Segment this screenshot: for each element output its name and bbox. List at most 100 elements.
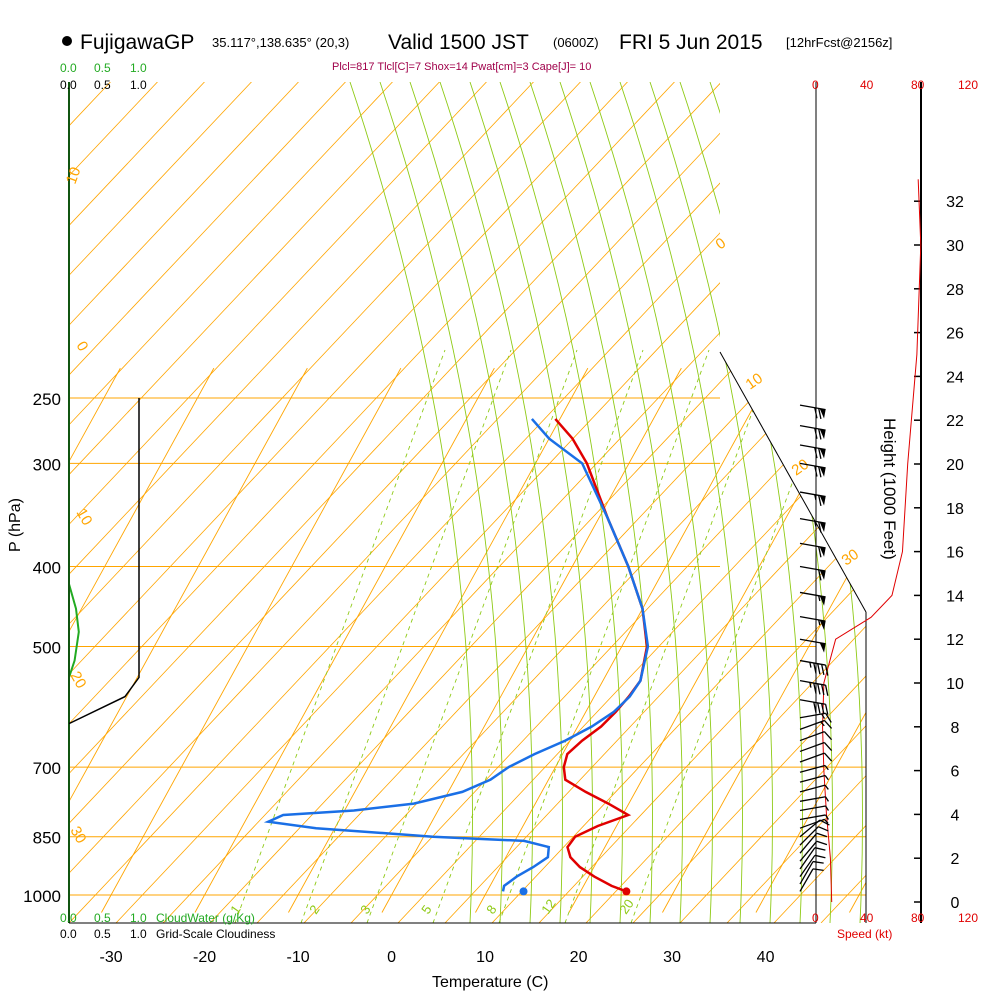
wind-barb-full [812,868,824,872]
wind-barb-staff [799,659,826,666]
wind-barb-full [825,712,832,723]
wind-barb [799,517,826,533]
wind-barb-flag [819,595,826,606]
height-tick-label: 28 [946,282,964,299]
height-tick-label: 18 [946,501,964,518]
wind-panel [799,179,922,903]
wind-barb-staff [799,517,826,524]
wind-barb-full [812,860,824,864]
moist-adiabat-line [469,82,593,923]
cloudiness-top-tick-1: 0.5 [94,78,111,92]
wind-barb-half [825,814,829,820]
cloudwater-tick-0: 0.0 [60,911,77,925]
dry-adiabat-line [69,82,547,923]
moist-adiabat-line [349,82,473,923]
cloudiness-tick-0: 0.0 [60,927,77,941]
cloudiness-tick-1: 0.5 [94,927,111,941]
wind-barb [799,805,829,812]
wind-barb [799,491,826,507]
x-axis-title: Temperature (C) [432,974,548,991]
wind-barb-full [816,832,828,838]
temperature-tick-label: 20 [570,949,588,966]
wind-barb-full [824,664,829,676]
dry-adiabat-line [69,82,359,923]
wind-barb [799,764,829,773]
pressure-tick-label: 500 [33,639,61,658]
height-tick-label: 4 [951,807,960,824]
valid-time: Valid 1500 JST [388,31,529,54]
wind-barb-staff [799,731,825,742]
wind-barb-half [824,765,829,771]
dry-adiabat-line [303,82,866,923]
pressure-tick-label: 1000 [23,887,61,906]
cloudiness-label: Grid-Scale Cloudiness [156,927,275,941]
wind-barb-flag [819,448,826,459]
height-tick-label: 0 [951,895,960,912]
height-tick-label: 24 [946,369,964,386]
y-axis-title: P (hPa) [7,498,24,552]
wind-barb-full [813,682,817,694]
wind-barb-staff [799,542,826,549]
wind-barb [799,868,824,892]
wind-barb [799,462,826,478]
wind-barb-full [814,854,826,859]
isotherm-line [849,367,866,913]
wind-barb-staff [799,840,818,862]
header: FujigawaGP 35.117°,138.635° (20,3) Valid… [62,31,892,73]
mixing-ratio-line [300,349,512,923]
wind-barb [799,847,826,870]
wind-barb-staff [799,832,818,854]
station-name: FujigawaGP [80,31,194,54]
wind-barb [799,591,826,606]
wind-barb-staff [799,826,819,846]
dry-adiabat-line [115,82,866,923]
sounding-indices: Plcl=817 Tlcl[C]=7 Shox=14 Pwat[cm]=3 Ca… [332,61,591,73]
wind-barb-staff [799,752,825,763]
wind-barb [799,826,829,846]
wind-barb-full [823,752,833,762]
wind-barb [799,699,829,715]
speed-top-tick-80: 80 [911,78,925,92]
wind-barb-full [817,683,821,695]
wind-barb-half [809,662,812,668]
moist-adiabat-line [499,82,623,923]
moist-adiabat-line [379,82,503,923]
wind-barb [799,424,826,440]
moist-adiabat-line [589,82,713,923]
moist-adiabat-line [559,82,683,923]
wind-barb-staff [799,680,826,686]
forecast-info: [12hrFcst@2156z] [786,35,892,50]
height-tick-label: 20 [946,457,964,474]
wind-barb-staff [799,854,816,877]
wind-barb-staff [799,796,826,802]
height-tick-label: 14 [946,588,964,605]
wind-barb-half [824,784,829,790]
speed-top-tick-0: 0 [812,78,819,92]
dry-adiabat-line [350,82,866,923]
dry-adiabat-line [69,82,829,923]
mixing-ratio-line [498,349,710,923]
wind-barb-staff [799,444,826,451]
wind-barb-full [817,702,821,714]
speed-top-tick-40: 40 [860,78,874,92]
dry-adiabat-line [69,82,641,923]
temperature-tick-label: 10 [476,949,494,966]
cloudwater-tick-1: 0.5 [94,911,111,925]
moist-adiabat-line [649,82,773,923]
dry-adiabat-line [69,82,735,923]
dry-adiabat-line [256,82,866,923]
wind-barb-flag [819,620,826,630]
wind-barb-staff [799,404,826,411]
wind-barb-full [814,465,818,477]
isotherm-line [69,367,308,913]
height-tick-label: 6 [951,764,960,781]
wind-barb-full [818,521,822,533]
wind-barb [799,860,824,885]
station-bullet-icon [62,36,72,46]
wind-barb [799,818,829,829]
station-coords: 35.117°,138.635° (20,3) [212,35,349,50]
wind-barb-full [814,428,818,439]
temperature-tick-label: 0 [387,949,396,966]
dry-adiabat-line [69,82,171,923]
dry-adiabat-line [820,82,866,923]
